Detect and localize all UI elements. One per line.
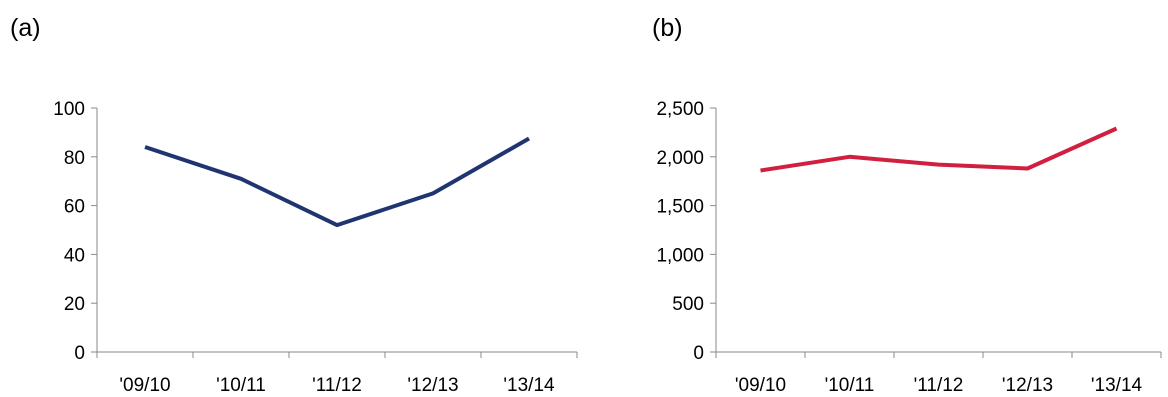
data-point xyxy=(143,145,147,149)
x-tick-label: '13/14 xyxy=(1091,375,1143,396)
data-point xyxy=(937,163,941,167)
y-tick-label: 80 xyxy=(64,148,85,169)
data-point xyxy=(1115,126,1119,130)
data-point xyxy=(1026,167,1030,171)
data-point xyxy=(759,168,763,172)
x-tick-label: '11/12 xyxy=(312,375,362,396)
data-point xyxy=(527,137,531,141)
data-point xyxy=(431,191,435,195)
panel-label-a: (a) xyxy=(10,14,41,42)
series-line-0 xyxy=(144,136,530,228)
data-point xyxy=(848,155,852,159)
x-tick-label: '09/10 xyxy=(119,375,170,396)
chart-b: 0 500 1,000 1,500 2,000 2,500 '09/10 '10/11 '11/… xyxy=(656,99,1162,396)
x-tick-label: '11/12 xyxy=(914,375,964,396)
x-tick-label: '10/11 xyxy=(825,375,875,396)
x-tick-label: '09/10 xyxy=(735,375,786,396)
y-tick-label: 40 xyxy=(64,245,85,266)
y-tick-label: 1,000 xyxy=(656,245,704,266)
y-tick-label: 500 xyxy=(672,294,704,315)
chart-a: 0 20 40 60 80 100 '09/10 '10/11 '11/12 '12/13 '13/… xyxy=(53,99,578,396)
panel-label-b: (b) xyxy=(652,14,683,42)
y-tick-label: 0 xyxy=(693,343,704,364)
y-tick-label: 2,000 xyxy=(656,148,704,169)
x-tick-label: '12/13 xyxy=(407,375,458,396)
data-point xyxy=(335,223,339,227)
y-tick-label: 100 xyxy=(53,99,85,120)
x-tick-label: '13/14 xyxy=(503,375,555,396)
y-tick-label: 20 xyxy=(64,294,85,315)
y-tick-label: 60 xyxy=(64,197,85,218)
y-tick-label: 2,500 xyxy=(656,99,704,120)
series-line-0 xyxy=(760,126,1118,173)
x-tick-label: '10/11 xyxy=(216,375,266,396)
x-tick-label: '12/13 xyxy=(1002,375,1053,396)
y-tick-label: 0 xyxy=(74,343,85,364)
data-point xyxy=(239,177,243,181)
y-tick-label: 1,500 xyxy=(656,197,704,218)
